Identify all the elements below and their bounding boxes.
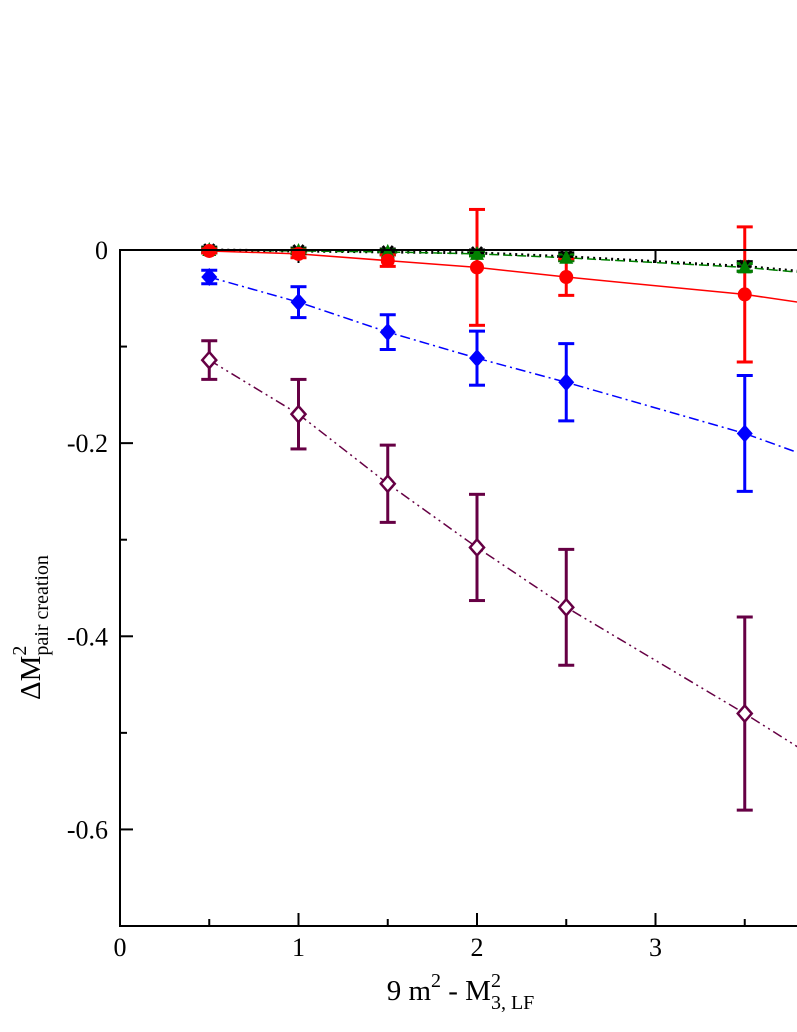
fit-lines-layer: [208, 248, 797, 748]
x-tick-label: 3: [649, 933, 662, 962]
data-point-purple-open-diamonds: [557, 597, 575, 618]
data-point-blue-diamonds: [558, 373, 575, 392]
x-tick-label: 1: [292, 933, 305, 962]
x-tick-label: 0: [114, 933, 127, 962]
x-label-sup2: 2: [491, 970, 501, 992]
y-label-sub: pair creation: [31, 555, 53, 656]
data-point-purple-open-diamonds: [736, 703, 754, 724]
data-point-purple-open-diamonds: [379, 473, 397, 494]
x-label-base: 9 m: [387, 975, 432, 1007]
data-point-purple-open-diamonds: [289, 404, 308, 425]
data-point-purple-open-diamonds: [468, 537, 486, 558]
y-label-base: ΔM: [15, 656, 47, 700]
x-axis-label: 9 m2 - M2 3, LF: [387, 970, 535, 1014]
data-point-green-triangles: [559, 249, 574, 264]
x-label-mid: - M: [441, 975, 491, 1007]
y-tick-label: -0.2: [67, 429, 108, 458]
data-point-red-circles: [559, 270, 574, 285]
y-tick-label: -0.6: [67, 815, 108, 844]
y-tick-label: -0.4: [67, 622, 108, 651]
data-point-blue-diamonds: [201, 268, 218, 287]
error-bars-layer: [201, 207, 753, 812]
y-axis-label: ΔM2pair creation: [9, 555, 53, 700]
y-tick-label: 0: [95, 236, 108, 265]
data-point-blue-diamonds: [379, 323, 396, 342]
data-point-green-triangles: [470, 245, 484, 260]
data-point-blue-diamonds: [736, 424, 753, 443]
x-label-sub: 3, LF: [491, 992, 534, 1014]
tick-layer: 0 1 2 3 0 -0.2 -0.4 -0.6: [67, 236, 746, 962]
x-tick-label: 2: [471, 933, 484, 962]
data-point-green-triangles: [737, 259, 752, 274]
plot-frame: [119, 249, 797, 927]
data-point-red-circles: [470, 260, 484, 275]
y-label-sup: 2: [9, 646, 31, 656]
data-point-blue-diamonds: [290, 293, 307, 312]
data-point-red-circles: [291, 246, 306, 261]
data-point-red-circles: [737, 287, 752, 302]
x-label-sup: 2: [431, 970, 441, 992]
data-point-red-circles: [380, 253, 395, 268]
data-point-purple-open-diamonds: [200, 350, 218, 370]
data-point-blue-diamonds: [469, 349, 485, 368]
